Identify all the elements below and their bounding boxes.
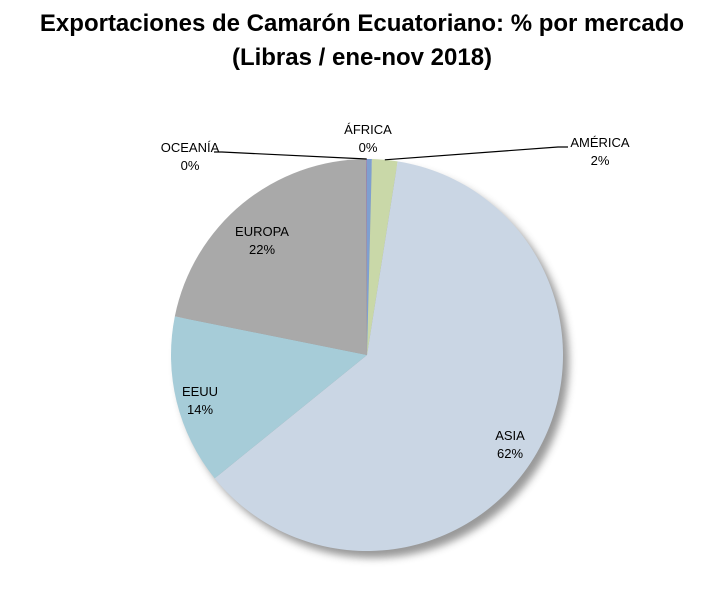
leader-line-oceanía xyxy=(214,151,367,160)
slice-percent-label: 14% xyxy=(187,402,213,417)
pie-slice-oceanía xyxy=(366,159,367,355)
pie-slice-américa xyxy=(367,159,398,355)
leader-line-américa xyxy=(384,146,568,161)
pie-slice-áfrica xyxy=(367,159,372,355)
slice-percent-label: 0% xyxy=(181,158,200,173)
chart-subtitle: (Libras / ene-nov 2018) xyxy=(231,44,493,71)
pie-slice-asia xyxy=(214,161,563,551)
slice-name-label: AMÉRICA xyxy=(570,135,630,150)
pie-slice-eeuu xyxy=(171,316,367,479)
slice-name-label: OCEANÍA xyxy=(161,140,220,155)
slice-name-label: EEUU xyxy=(182,384,218,399)
slice-percent-label: 62% xyxy=(497,446,523,461)
pie-slice-europa xyxy=(174,159,367,355)
slice-percent-label: 2% xyxy=(591,153,610,168)
slice-name-label: ASIA xyxy=(495,428,525,443)
chart-title: Exportaciones de Camarón Ecuatoriano: % … xyxy=(39,10,685,37)
slice-percent-label: 0% xyxy=(359,140,378,155)
slice-name-label: ÁFRICA xyxy=(344,122,392,137)
slice-name-label: EUROPA xyxy=(235,224,289,239)
slice-percent-label: 22% xyxy=(249,242,275,257)
